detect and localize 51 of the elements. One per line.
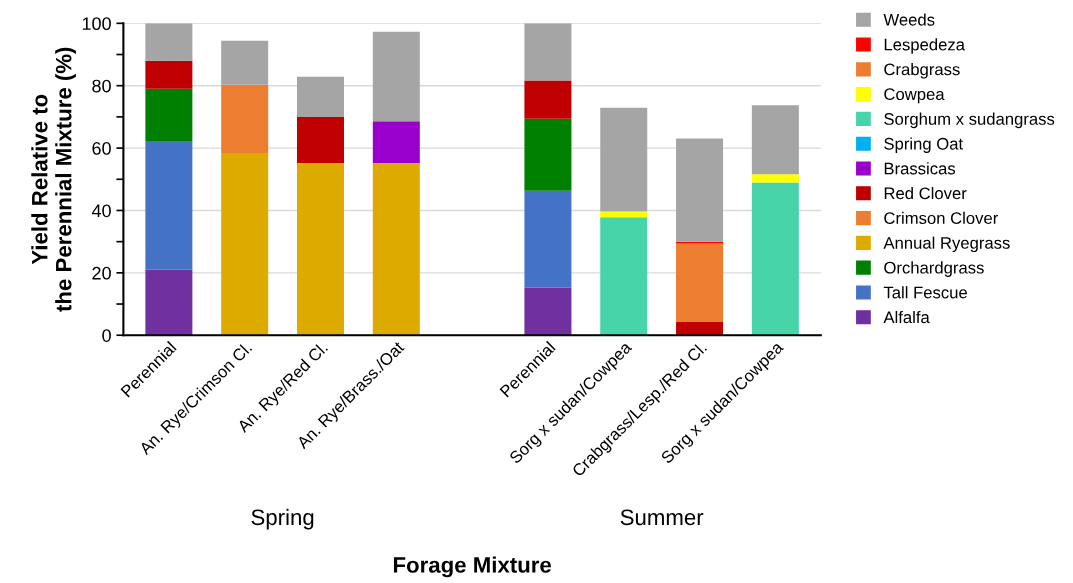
bar (524, 23, 572, 81)
bar (372, 163, 420, 336)
bar (524, 118, 572, 191)
y-axis-title: Yield Relative to the Perennial Mixture (%) (31, 47, 76, 312)
bar (524, 80, 572, 119)
bar (145, 140, 193, 270)
bar (524, 190, 572, 288)
legend-label: Spring Oat (884, 137, 963, 153)
bar (145, 23, 193, 61)
y-tick-label: 0 (102, 329, 111, 342)
bar (221, 84, 269, 154)
legend-label: Brassicas (884, 162, 956, 175)
bar (221, 153, 269, 336)
legend-label: Crimson Clover (884, 211, 998, 225)
text: Spring (251, 508, 314, 530)
legend-label: Sorghum x sudangrass (884, 112, 1055, 129)
legend-label: Crabgrass (884, 63, 960, 79)
bar (600, 107, 648, 212)
legend-label: Cowpea (884, 88, 945, 104)
bar (751, 105, 799, 175)
bar (221, 40, 269, 85)
bar (145, 88, 193, 141)
bar (372, 31, 420, 121)
y-tick-label: 20 (92, 266, 111, 280)
bar (297, 116, 344, 164)
bar (751, 182, 799, 336)
bar (372, 121, 420, 164)
bar (145, 269, 193, 336)
bar (751, 174, 799, 183)
legend-label: Annual Ryegrass (883, 236, 1010, 253)
bar (676, 243, 724, 323)
legend-label: Lespedeza (884, 38, 965, 54)
legend-label: Tall Fescue (883, 286, 967, 299)
bar (297, 76, 344, 117)
bar (524, 287, 572, 336)
bar (600, 211, 648, 218)
legend-label: Orchardgrass (884, 261, 984, 277)
legend-label: Red Clover (884, 187, 967, 200)
text: Summer (620, 509, 704, 526)
bar (297, 163, 344, 336)
y-tick-label: 60 (92, 142, 111, 155)
y-tick-label: 100 (82, 17, 111, 31)
bar (600, 217, 648, 336)
legend-label: Alfalfa (883, 310, 930, 324)
y-tick-label: 80 (92, 79, 111, 93)
bar (676, 322, 724, 336)
y-tick-label: 40 (91, 204, 111, 218)
bar (145, 60, 193, 89)
legend-label: Weeds (883, 13, 935, 26)
bar (676, 138, 724, 242)
x-axis-title: Forage Mixture (393, 556, 552, 578)
